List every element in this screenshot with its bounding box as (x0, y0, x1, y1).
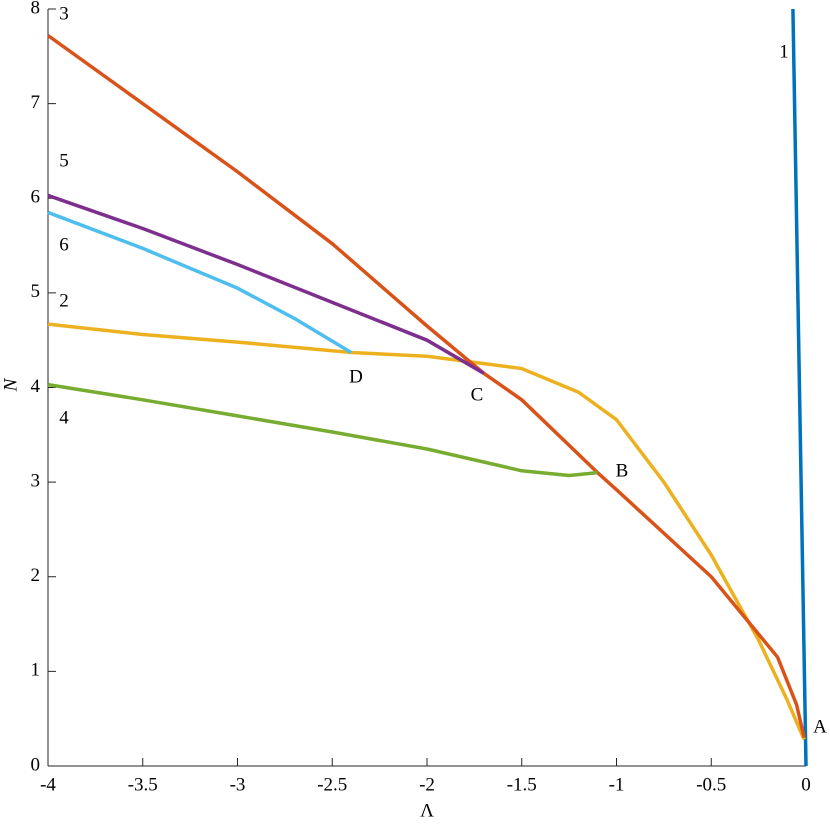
y-tick-label: 5 (31, 281, 41, 302)
point-label: B (616, 460, 629, 481)
curve-label: 1 (779, 41, 789, 62)
x-tick-label: -1.5 (507, 774, 537, 795)
x-tick-label: -2 (419, 774, 435, 795)
curve-label: 4 (59, 407, 69, 428)
curve-label: 6 (59, 234, 69, 255)
y-tick-label: 7 (31, 92, 41, 113)
x-tick-label: 0 (801, 774, 811, 795)
point-label: D (349, 366, 363, 387)
curve (791, 8, 808, 767)
y-tick-label: 4 (31, 376, 41, 397)
curve-label: 2 (59, 290, 69, 311)
x-axis-label: Λ (420, 800, 434, 821)
x-tick-label: -1 (609, 774, 625, 795)
y-axis-label: N (0, 377, 21, 392)
x-tick-label: -4 (40, 774, 56, 795)
y-tick-label: 8 (31, 0, 41, 18)
x-tick-label: -0.5 (696, 774, 726, 795)
point-label: A (813, 716, 827, 737)
x-tick-label: -3 (230, 774, 246, 795)
curve-label: 3 (59, 3, 69, 24)
x-tick-label: -2.5 (317, 774, 347, 795)
y-tick-label: 2 (31, 565, 41, 586)
point-label: C (471, 384, 484, 405)
y-tick-label: 1 (31, 660, 41, 681)
x-tick-label: -3.5 (128, 774, 158, 795)
curve (47, 210, 353, 354)
y-tick-label: 6 (31, 187, 41, 208)
curve (46, 34, 806, 739)
y-tick-label: 3 (31, 470, 41, 491)
curve-label: 5 (59, 150, 69, 171)
curve (47, 382, 598, 478)
curve (47, 193, 485, 375)
y-tick-label: 0 (31, 754, 41, 775)
curve (47, 322, 806, 741)
